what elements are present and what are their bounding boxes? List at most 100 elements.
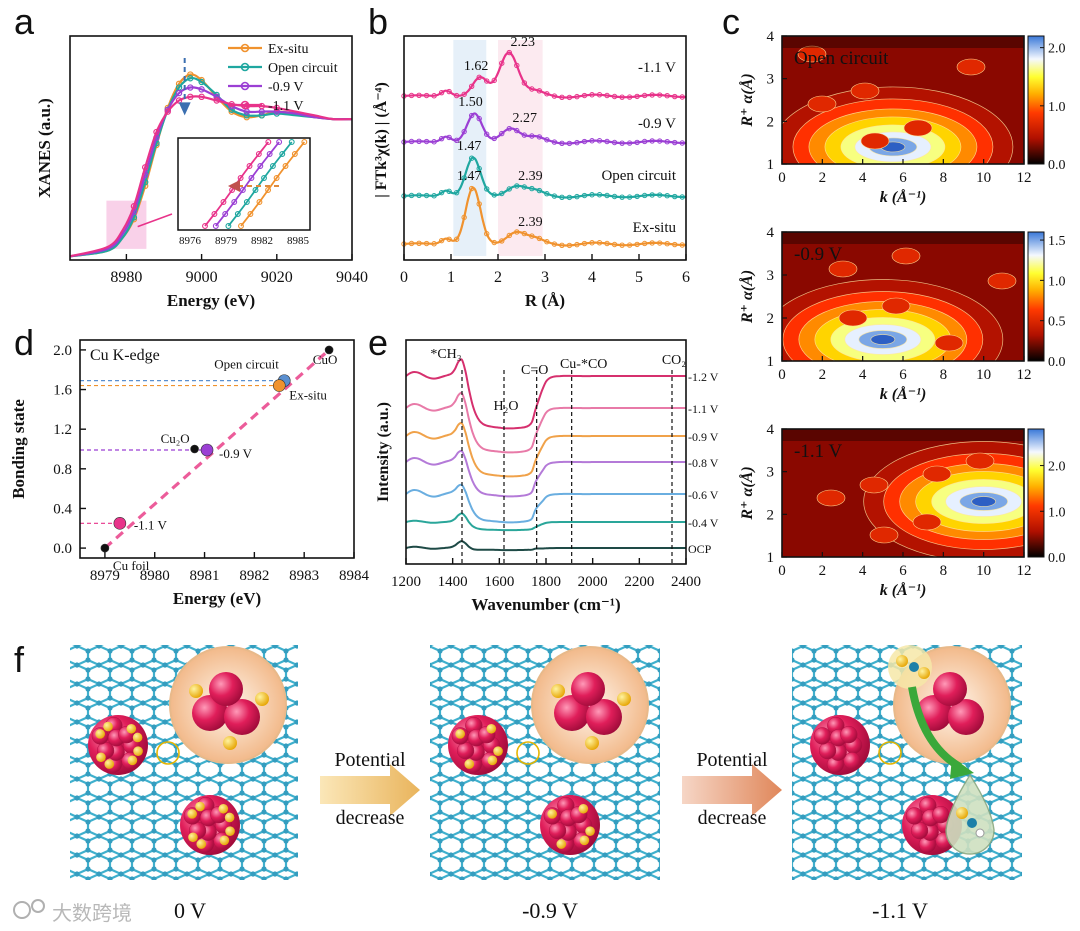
panel-a-point — [187, 93, 194, 101]
oxygen-atom — [578, 803, 589, 814]
panel-f-schematic: 0 V -0.9 V -1.1 V Potential decrease Potentia… — [70, 645, 1022, 923]
panel-b-point — [656, 138, 663, 144]
panel-b-point — [476, 165, 482, 172]
panel-b-point — [634, 139, 640, 146]
panel-c-xtick-label: 10 — [976, 563, 991, 579]
panel-c-ytick-label: 4 — [767, 29, 775, 45]
panel-a-xanes: 8980 9000 9020 9040 Energy (eV) XANES (a.u.) E… — [35, 35, 368, 310]
cu-atom — [910, 821, 929, 840]
panel-c-ytick-label: 3 — [767, 268, 775, 284]
panel-c-contour-blob — [859, 476, 889, 494]
panel-a-xtick-label: 8980 — [110, 269, 142, 286]
oxygen-atom — [464, 759, 475, 769]
panel-a-inset-point — [225, 223, 232, 229]
panel-a-point — [164, 108, 171, 115]
panel-d-point — [190, 444, 199, 454]
watermark-logo-dot-icon — [31, 899, 45, 913]
panel-a-series-2 — [69, 86, 353, 258]
panel-b-point — [536, 134, 543, 140]
panel-b-point — [431, 241, 437, 247]
panel-b-point — [656, 192, 663, 198]
panel-a-point — [198, 93, 205, 101]
panel-a-legend-marker — [240, 81, 250, 91]
panel-c-ylabel: R⁺ α(Å) — [738, 270, 756, 324]
panel-d-ytick-label: 0.4 — [53, 501, 72, 517]
panel-c-contour — [971, 496, 997, 507]
reaction-arrowhead — [950, 757, 974, 779]
panel-c-colorbar-label: 1.5 — [1048, 234, 1066, 249]
panel-a-inset-point — [238, 223, 244, 229]
panel-c-map-2 — [782, 429, 1024, 557]
potential-arrow-label: decrease — [698, 807, 767, 829]
potential-arrow-label: Potential — [696, 749, 768, 771]
panel-c-contour-blob — [807, 95, 837, 113]
panel-b-point — [626, 242, 633, 248]
panel-e-xtick-label: 2400 — [671, 574, 701, 590]
panel-e-series-2 — [405, 421, 686, 478]
watermark-logo-icon — [13, 901, 31, 919]
panel-b-point — [604, 92, 610, 99]
zoom-cu-atom — [209, 672, 243, 706]
panel-e-marker-label: *CH₃ — [430, 347, 461, 362]
panel-b-point — [604, 138, 610, 145]
panel-d-point — [100, 543, 110, 553]
panel-d-xtick-label: 8983 — [289, 568, 319, 584]
panel-b-point — [626, 140, 633, 146]
panel-a-inset-point — [266, 151, 273, 157]
panel-b-series-label: -1.1 V — [638, 60, 676, 76]
panel-a-trend-arrowhead — [178, 102, 191, 116]
panel-b-point — [581, 138, 588, 145]
cu-atom — [840, 725, 858, 744]
oxygen-atom — [195, 801, 205, 812]
panel-a-inset-point — [237, 175, 244, 181]
panel-b-point — [506, 125, 512, 132]
panel-d-frame — [79, 339, 355, 559]
panel-a-inset-point — [301, 139, 308, 145]
oxygen-atom — [96, 752, 106, 763]
panel-label-e: e — [368, 322, 388, 363]
panel-b-point — [611, 93, 618, 100]
panel-c-xtick-label: 0 — [778, 563, 786, 579]
panel-c-xtick-label: 4 — [859, 563, 867, 579]
potential-arrow-label: decrease — [336, 807, 405, 829]
panel-c-ytick-label: 2 — [767, 114, 775, 130]
panel-b-point — [566, 140, 573, 147]
panel-d-point-label: Cu₂O — [161, 431, 190, 446]
panel-b-point — [604, 192, 610, 199]
panel-c-ytick-label: 2 — [767, 507, 775, 523]
panel-c-contour — [870, 334, 896, 345]
panel-b-point — [589, 192, 595, 198]
panel-a-legend-label: Ex-situ — [268, 42, 308, 57]
panel-e-series-6 — [405, 540, 686, 552]
panel-a-xtick-label: 9000 — [186, 269, 218, 286]
panel-b-peak-label: 1.47 — [457, 169, 482, 184]
schematic-stage-2 — [792, 645, 1022, 880]
panel-b-point — [416, 92, 422, 98]
oxygen-atom — [188, 832, 198, 843]
panel-a-inset-point — [291, 151, 298, 157]
panel-e-ir-spectra: -1.2 V -1.1 V -0.9 V -0.8 V -0.6 V -0.4 V OCP *… — [375, 339, 719, 614]
panel-b-point — [438, 237, 445, 244]
panel-a-inset-pointer — [137, 213, 173, 228]
panel-a-inset-tick-label: 8982 — [251, 235, 273, 247]
panel-b-point — [521, 132, 528, 138]
panel-b-point — [679, 140, 685, 146]
oxygen-atom — [487, 755, 498, 766]
panel-d-ytick-label: 2.0 — [53, 343, 72, 359]
oxygen-atom — [133, 746, 143, 757]
panel-a-inset-point — [243, 199, 250, 205]
panel-a-inset-point — [276, 139, 283, 145]
panel-b-point — [484, 231, 490, 237]
panel-c-xlabel: k (Å⁻¹) — [880, 581, 927, 599]
panel-label-b: b — [368, 1, 388, 42]
panel-b-point — [672, 93, 678, 100]
panel-b-point — [423, 138, 430, 145]
stage-label: -0.9 V — [522, 898, 578, 923]
cu-atom — [932, 805, 950, 824]
panel-c-colorbar-label: 2.0 — [1048, 460, 1066, 475]
panel-b-point — [423, 240, 430, 247]
panel-a-inset-point — [246, 163, 253, 169]
panel-a-inset-point — [265, 139, 272, 145]
potential-arrow-label: Potential — [334, 749, 406, 771]
schematic-stage-1 — [430, 645, 660, 880]
